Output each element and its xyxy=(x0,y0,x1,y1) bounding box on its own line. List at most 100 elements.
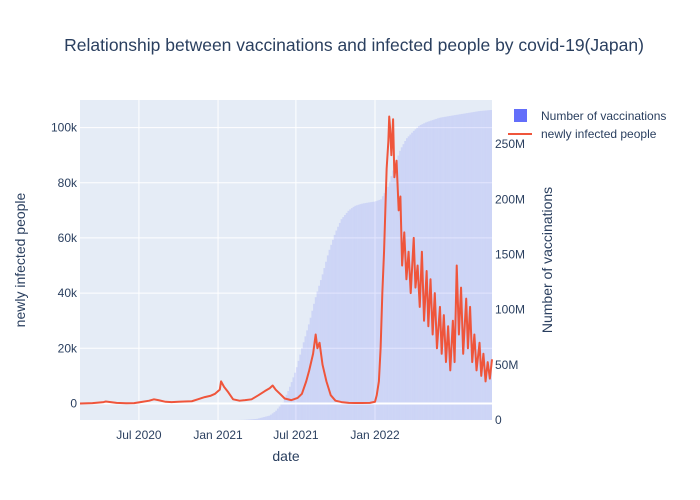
vaccination-bar-15 xyxy=(263,417,265,420)
vaccination-bar-18 xyxy=(268,415,271,420)
vaccination-bar-99 xyxy=(407,136,410,420)
legend-item-infected[interactable]: newly infected people xyxy=(508,127,657,141)
vaccination-bar-95 xyxy=(400,147,403,420)
infected-line xyxy=(79,115,493,405)
vaccination-bar-146 xyxy=(488,110,491,420)
vaccination-bar-147 xyxy=(490,110,492,420)
vaccination-bar-52 xyxy=(326,255,329,420)
y-left-tick-label: 0 xyxy=(70,396,77,410)
vaccination-bar-8 xyxy=(251,419,253,420)
y-right-tick-label: 200M xyxy=(495,192,525,206)
x-axis-title: date xyxy=(272,448,299,464)
vaccination-bar-22 xyxy=(275,410,277,420)
vaccination-bar-139 xyxy=(476,111,479,420)
x-tick-label: Jan 2022 xyxy=(350,428,400,442)
vaccination-bar-66 xyxy=(350,208,353,420)
vaccination-bar-88 xyxy=(388,181,391,420)
vaccination-bar-135 xyxy=(469,112,472,420)
vaccination-bar-132 xyxy=(464,113,467,420)
y-left-tick-label: 100k xyxy=(51,121,78,135)
vaccination-bar-67 xyxy=(352,206,355,420)
y-left-tick-label: 20k xyxy=(58,341,78,355)
grid xyxy=(80,100,492,420)
vaccination-bar-73 xyxy=(362,203,365,420)
vaccination-bar-27 xyxy=(283,398,286,420)
vaccination-bar-17 xyxy=(266,416,269,420)
vaccination-bar-56 xyxy=(333,234,336,420)
vaccination-bar-108 xyxy=(423,123,425,420)
vaccination-bar-123 xyxy=(448,115,451,420)
y-left-tick-label: 40k xyxy=(58,286,78,300)
vaccination-bar-96 xyxy=(402,144,405,420)
vaccination-bar-7 xyxy=(249,419,252,420)
y-left-tick-label: 60k xyxy=(58,231,78,245)
vaccination-bar-44 xyxy=(313,303,315,420)
vaccination-bar-118 xyxy=(440,117,443,421)
vaccination-bar-39 xyxy=(304,336,307,420)
vaccination-bar-68 xyxy=(354,205,357,420)
vaccination-bar-138 xyxy=(474,111,477,420)
vaccination-bar-82 xyxy=(378,199,381,420)
vaccination-bar-134 xyxy=(467,112,470,420)
vaccination-bar-119 xyxy=(442,117,444,420)
vaccination-bar-111 xyxy=(428,121,431,420)
vaccination-bar-13 xyxy=(259,417,262,420)
vaccination-bar-49 xyxy=(321,274,324,420)
y-left-tick-label: 80k xyxy=(58,176,78,190)
y-left-axis-ticks: 0 20k 40k 60k 80k 100k xyxy=(51,121,78,411)
vaccination-bar-36 xyxy=(299,354,302,420)
vaccination-bar-58 xyxy=(337,226,339,420)
vaccination-bar-128 xyxy=(457,114,460,421)
plot-background xyxy=(80,100,492,420)
x-tick-label: Jul 2021 xyxy=(273,428,319,442)
vaccination-bar-24 xyxy=(278,406,281,420)
legend-item-vaccinations[interactable]: Number of vaccinations xyxy=(514,109,666,123)
vaccination-bar-137 xyxy=(473,111,475,420)
vaccination-bar-121 xyxy=(445,116,448,420)
vaccination-bar-86 xyxy=(385,189,388,420)
vaccination-bar-141 xyxy=(479,110,482,420)
x-tick-label: Jul 2020 xyxy=(116,428,162,442)
y-right-tick-label: 250M xyxy=(495,137,525,151)
vaccination-bar-23 xyxy=(276,408,279,420)
vaccination-bar-94 xyxy=(399,150,401,420)
vaccination-bar-20 xyxy=(271,413,274,420)
vaccination-bar-117 xyxy=(438,117,441,421)
vaccination-bar-38 xyxy=(302,342,305,420)
vaccination-bar-91 xyxy=(393,165,396,420)
vaccination-bar-115 xyxy=(435,118,437,421)
vaccination-bar-16 xyxy=(264,416,267,420)
vaccination-bar-113 xyxy=(431,120,434,421)
legend: Number of vaccinations newly infected pe… xyxy=(508,109,666,141)
vaccination-bar-89 xyxy=(390,176,393,420)
vaccination-bar-54 xyxy=(330,244,333,420)
vaccination-bar-9 xyxy=(252,419,255,420)
vaccination-bar-55 xyxy=(332,239,334,420)
vaccination-bar-61 xyxy=(342,217,345,420)
y-right-tick-label: 100M xyxy=(495,303,525,317)
vaccination-bar-114 xyxy=(433,119,436,421)
vaccination-bar-25 xyxy=(280,404,283,420)
vaccination-bar-26 xyxy=(282,402,284,420)
vaccination-bar-45 xyxy=(314,297,317,420)
vaccination-bar-131 xyxy=(462,113,465,420)
vaccination-bar-81 xyxy=(376,200,379,420)
vaccination-bar-142 xyxy=(481,110,484,421)
y-right-tick-label: 50M xyxy=(495,358,518,372)
infected-line-layer xyxy=(79,115,493,405)
vaccination-bar-136 xyxy=(471,112,474,420)
vaccination-bar-69 xyxy=(356,205,358,420)
vaccination-bar-59 xyxy=(338,222,341,420)
vaccination-bar-21 xyxy=(273,412,276,420)
vaccination-bar-129 xyxy=(459,114,462,421)
vaccination-bar-47 xyxy=(318,285,320,420)
vaccination-bar-124 xyxy=(450,115,453,420)
vaccination-bar-130 xyxy=(461,113,463,420)
vaccination-bar-75 xyxy=(366,202,369,420)
vaccination-bar-12 xyxy=(258,418,260,420)
vaccination-bar-90 xyxy=(392,170,394,420)
vaccination-bar-85 xyxy=(383,193,386,420)
vaccination-bar-87 xyxy=(387,186,389,420)
y-right-axis-ticks: 0 50M 100M 150M 200M 250M xyxy=(495,137,525,427)
x-axis-ticks: Jul 2020 Jan 2021 Jul 2021 Jan 2022 xyxy=(116,428,400,442)
